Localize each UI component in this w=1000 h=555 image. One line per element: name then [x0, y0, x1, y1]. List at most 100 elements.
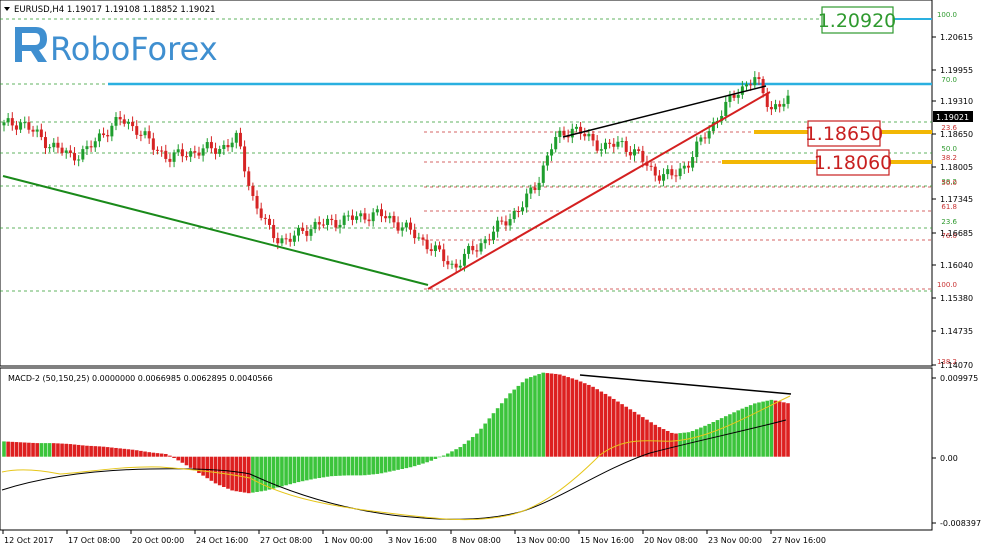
candle-body — [674, 175, 678, 177]
candle-body — [338, 224, 342, 228]
price-axis: 1.20615 1.19955 1.19310 1.18650 1.18005 1.173… — [932, 33, 973, 370]
macd-bar — [553, 373, 558, 457]
candle-body — [35, 129, 39, 132]
macd-tick-label: 0.009975 — [940, 374, 978, 383]
macd-bar — [446, 453, 450, 457]
macd-bar — [329, 456, 334, 477]
macd-axis: 0.009975 0.00 -0.008397 — [932, 374, 981, 528]
candle-body — [678, 168, 682, 177]
macd-bar — [707, 423, 711, 457]
candle-body — [172, 152, 176, 162]
black-trendline — [562, 85, 767, 138]
candle-body — [147, 131, 151, 139]
macd-bar — [728, 414, 732, 457]
macd-bar — [408, 456, 413, 468]
candle-body — [81, 149, 85, 160]
macd-bar — [387, 456, 392, 472]
macd-bar — [782, 402, 786, 457]
macd-bar — [628, 409, 633, 457]
fib-upper-label: 100.0 — [937, 11, 957, 19]
candle-body — [226, 144, 230, 148]
candle-body — [118, 116, 122, 120]
macd-bar — [222, 456, 226, 487]
candle-body — [6, 118, 10, 123]
macd-bar — [645, 419, 649, 457]
candle-body — [541, 165, 545, 183]
candle-body — [471, 245, 475, 251]
current-price-marker: 1.19021 — [933, 111, 973, 122]
macd-signal-line-yellow — [1, 395, 791, 521]
candle-body — [97, 133, 101, 142]
macd-bar — [520, 382, 525, 457]
macd-bar — [512, 389, 517, 457]
time-tick-label: 12 Oct 2017 — [4, 536, 53, 545]
candle-body — [164, 150, 168, 159]
macd-bar — [487, 418, 492, 457]
candle-body — [168, 158, 172, 162]
macd-bar — [292, 456, 297, 484]
macd-bar — [719, 418, 724, 457]
macd-bar — [284, 456, 288, 486]
candle-body — [666, 169, 670, 175]
candle-body — [545, 155, 549, 166]
candle-body — [139, 134, 143, 136]
macd-bar — [649, 422, 653, 457]
candle-body — [176, 149, 180, 153]
candle-body — [657, 175, 661, 181]
candle-body — [475, 250, 479, 252]
candle-body — [616, 141, 620, 147]
candle-body — [769, 106, 773, 110]
candle-body — [126, 121, 130, 124]
macd-bar — [723, 416, 728, 457]
candle-body — [409, 222, 413, 230]
macd-bar — [657, 427, 662, 457]
macd-bar — [163, 453, 168, 457]
candle-body — [508, 219, 512, 226]
macd-bar — [777, 401, 782, 457]
macd-bar — [786, 403, 790, 457]
candle-body — [292, 235, 296, 242]
macd-bar — [450, 451, 454, 457]
candle-body — [662, 174, 666, 181]
candle-body — [197, 152, 201, 156]
candle-body — [400, 227, 404, 231]
candle-body — [749, 84, 753, 86]
candle-body — [608, 142, 612, 144]
macd-bar — [51, 443, 56, 457]
macd-bar — [417, 456, 421, 465]
macd-bar — [495, 408, 500, 457]
candle-body — [259, 208, 263, 218]
macd-bar — [255, 456, 259, 492]
macd-bar — [346, 456, 351, 476]
candle-body — [255, 195, 259, 209]
macd-bar — [694, 429, 699, 457]
candle-body — [462, 253, 466, 266]
candle-body — [155, 149, 159, 151]
macd-bar — [678, 433, 682, 457]
macd-bar — [10, 441, 15, 457]
chevron-down-icon[interactable] — [4, 7, 10, 11]
price-tick-label: 1.17345 — [940, 195, 973, 204]
candle-body — [757, 77, 761, 80]
candle-body — [392, 215, 396, 223]
macd-bar — [744, 406, 749, 457]
macd-bar — [321, 456, 326, 478]
macd-bar — [354, 456, 359, 476]
time-tick-label: 3 Nov 16:00 — [388, 536, 437, 545]
macd-bar — [624, 406, 629, 457]
time-tick-label: 23 Nov 00:00 — [708, 536, 762, 545]
macd-bar — [350, 456, 355, 476]
candle-body — [570, 128, 574, 138]
candle-body — [48, 147, 52, 149]
candle-body — [384, 216, 388, 219]
macd-bar — [246, 456, 251, 494]
candle-body — [778, 104, 782, 107]
candle-body — [467, 245, 471, 254]
macd-bar — [599, 391, 604, 457]
macd-bar — [491, 413, 496, 457]
logo-mark-icon — [15, 27, 47, 62]
candle-body — [317, 221, 321, 225]
macd-bar — [533, 375, 537, 457]
